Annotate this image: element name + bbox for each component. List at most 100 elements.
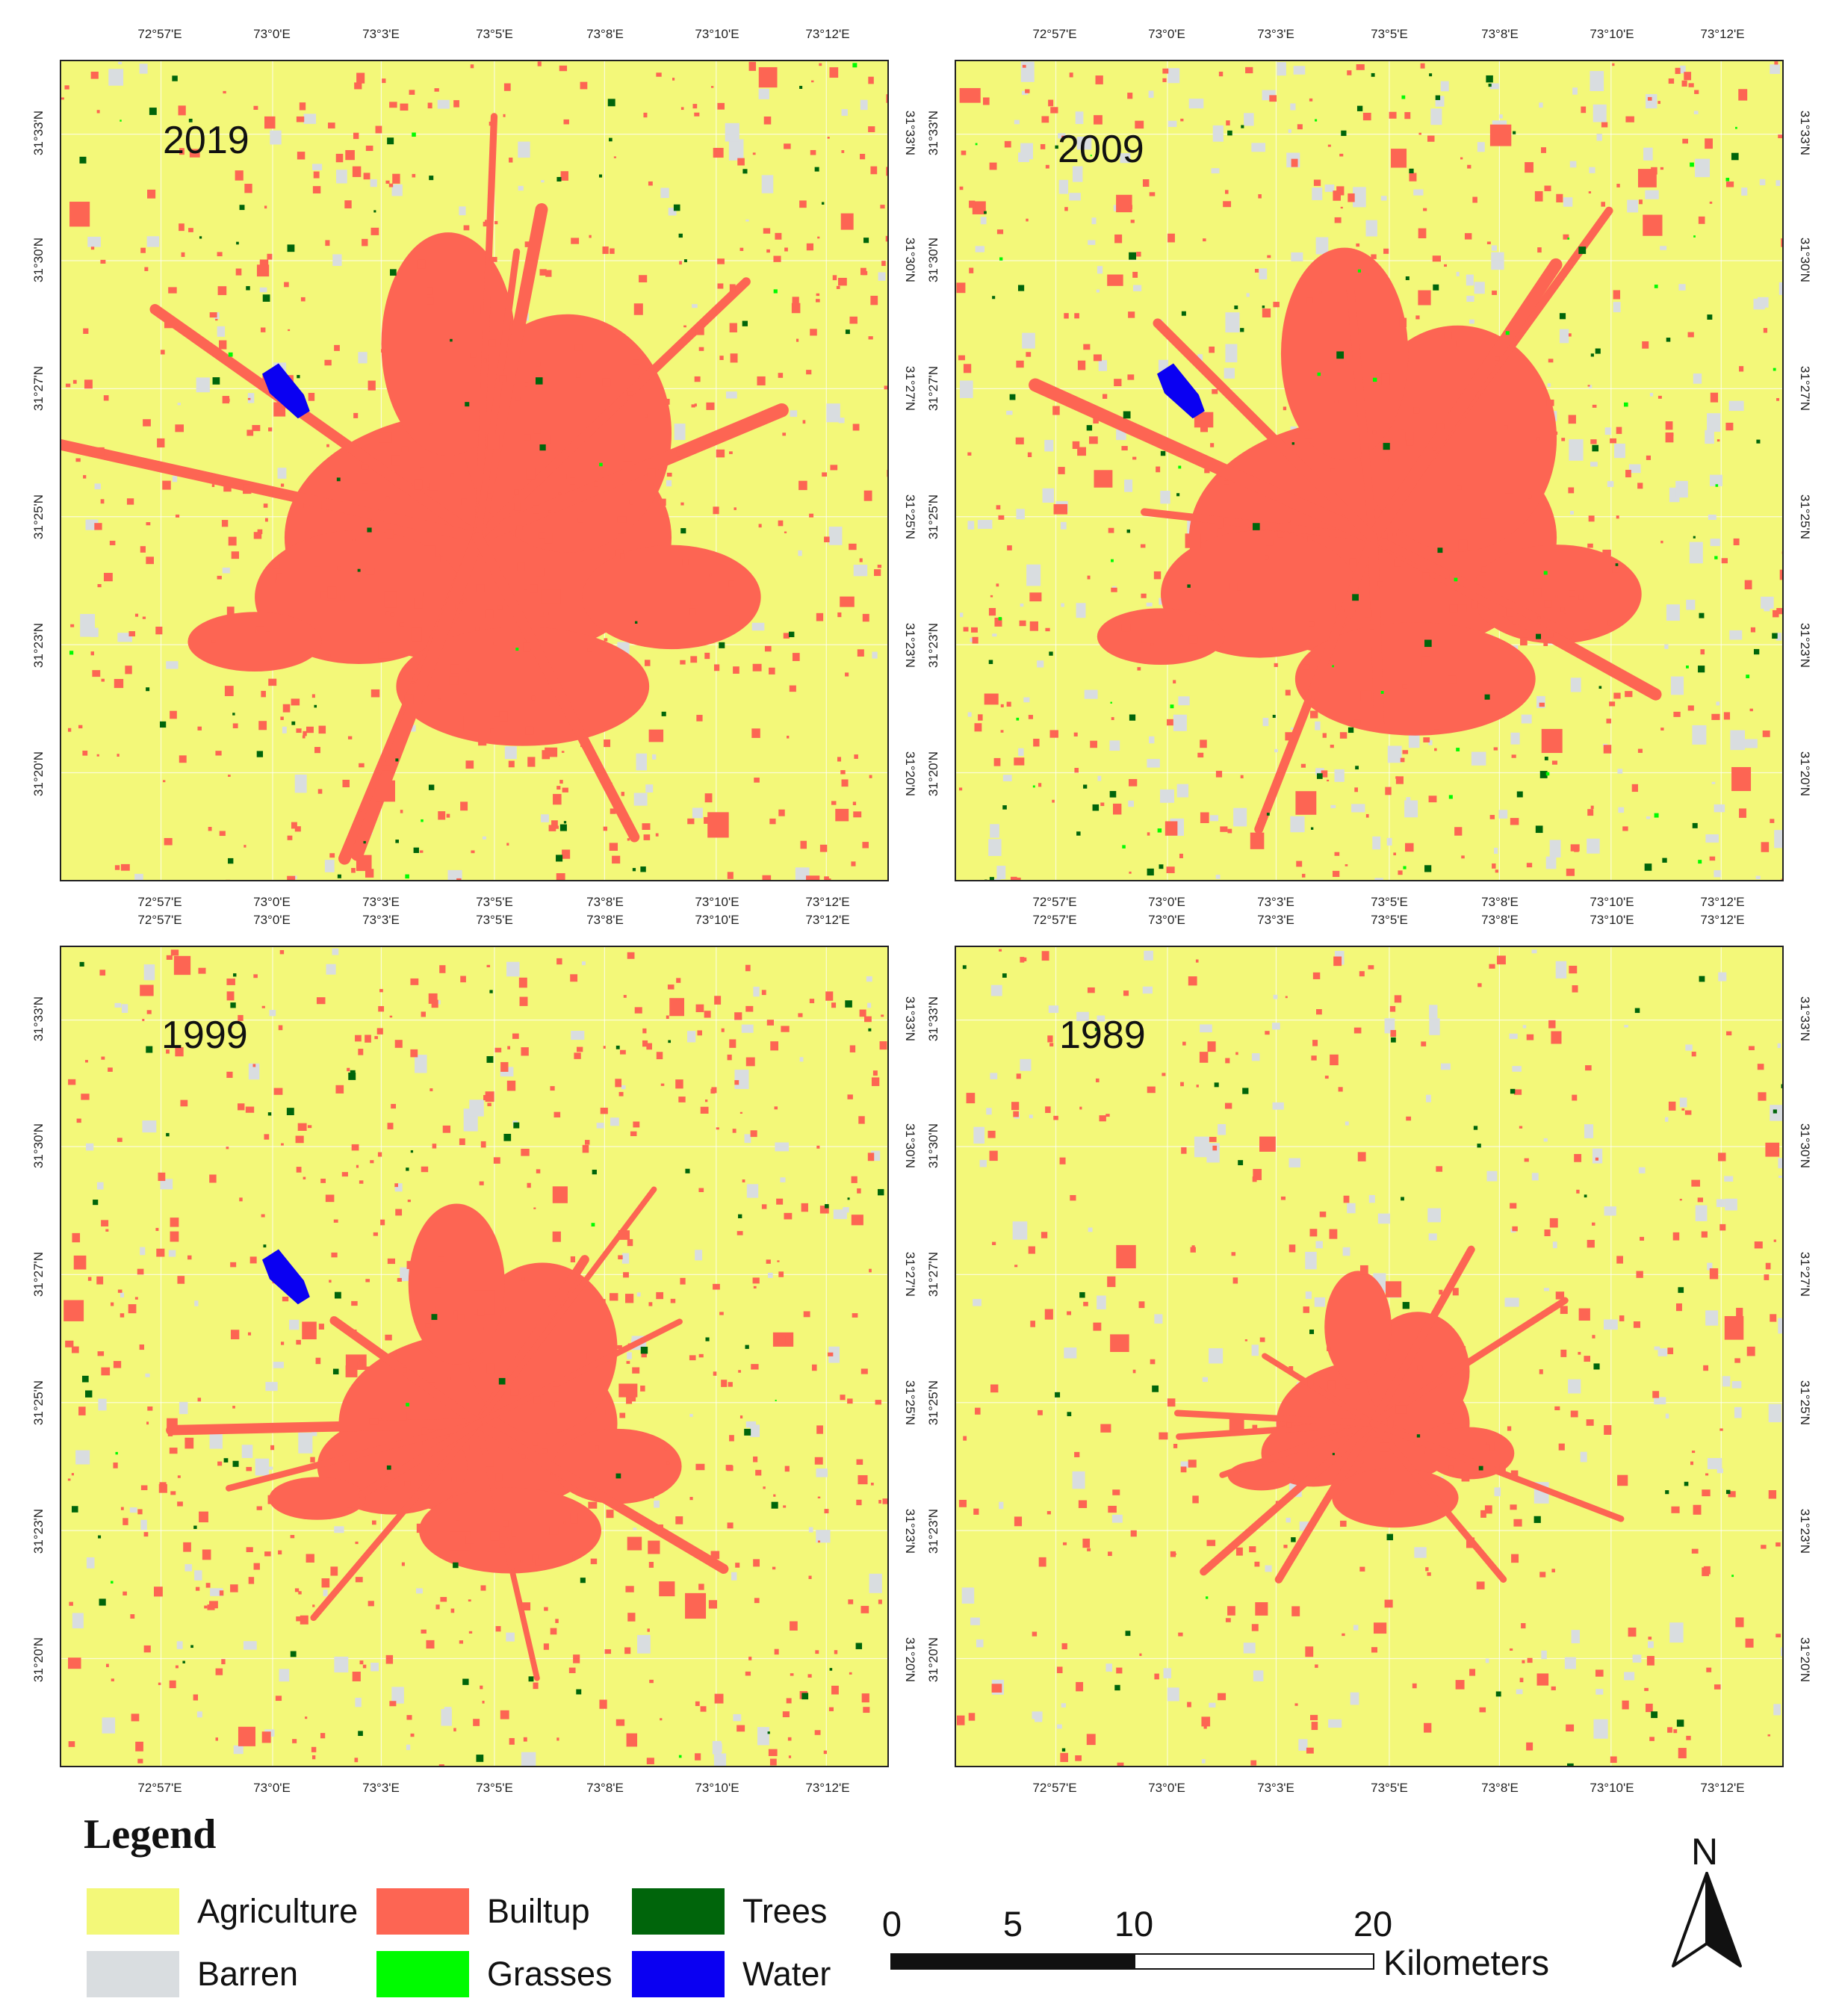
latitude-tick-label: 31°33'N	[1798, 996, 1812, 1042]
builtup-patch	[1044, 1309, 1053, 1320]
builtup-patch	[852, 1313, 858, 1318]
builtup-patch	[1132, 1369, 1136, 1374]
builtup-patch	[1345, 864, 1348, 866]
builtup-patch	[146, 1010, 152, 1014]
barren-patch	[1643, 147, 1653, 161]
builtup-patch	[515, 530, 521, 537]
builtup-patch	[858, 1474, 868, 1485]
barren-patch	[1372, 836, 1381, 850]
builtup-patch	[264, 116, 276, 129]
builtup-patch	[698, 347, 704, 351]
builtup-patch	[1649, 1737, 1655, 1741]
builtup-patch	[1327, 604, 1336, 610]
builtup-patch	[559, 780, 563, 784]
builtup-patch	[1275, 1501, 1281, 1507]
builtup-patch	[280, 1342, 285, 1345]
builtup-patch	[549, 1527, 559, 1535]
trees-patch	[228, 857, 234, 864]
longitude-tick-label: 73°0'E	[253, 27, 291, 41]
trees-patch	[580, 1578, 586, 1584]
trees-patch	[678, 233, 683, 238]
trees-patch	[1291, 442, 1294, 445]
north-arrow-icon	[1672, 1872, 1742, 1967]
builtup-patch	[1285, 689, 1291, 696]
builtup-patch	[1401, 428, 1404, 430]
builtup-patch	[1309, 1229, 1318, 1237]
builtup-patch	[390, 612, 395, 617]
builtup-patch	[1711, 713, 1720, 720]
builtup-patch	[1644, 1687, 1649, 1691]
builtup-patch	[1307, 536, 1312, 542]
builtup-patch	[298, 1591, 302, 1595]
builtup-patch	[385, 1654, 394, 1664]
barren-patch	[1061, 603, 1064, 607]
trees-patch	[1416, 1434, 1421, 1438]
barren-patch	[996, 865, 1006, 879]
builtup-patch	[181, 252, 185, 257]
builtup-patch	[1716, 439, 1720, 442]
builtup-patch	[1203, 1725, 1207, 1729]
builtup-patch	[175, 1047, 184, 1057]
builtup-patch	[1570, 844, 1580, 852]
builtup-patch	[109, 540, 116, 545]
builtup-patch	[761, 990, 766, 996]
barren-patch	[780, 1177, 786, 1182]
builtup-patch	[294, 826, 301, 832]
builtup-patch	[1067, 1311, 1072, 1315]
builtup-patch	[71, 1346, 79, 1353]
barren-patch	[1097, 775, 1102, 781]
builtup-patch	[1776, 397, 1780, 401]
builtup-patch	[694, 112, 700, 117]
builtup-patch	[549, 1401, 553, 1404]
builtup-patch	[819, 63, 822, 66]
builtup-patch	[849, 316, 858, 324]
builtup-patch	[974, 723, 982, 732]
builtup-patch	[450, 473, 454, 477]
builtup-patch	[84, 379, 93, 389]
builtup-patch	[1675, 1303, 1682, 1312]
builtup-patch	[1381, 533, 1388, 539]
barren-patch	[1638, 1167, 1646, 1173]
builtup-patch	[560, 171, 568, 181]
builtup-patch	[331, 1513, 335, 1517]
builtup-patch	[480, 1685, 483, 1690]
builtup-patch	[1770, 1314, 1777, 1322]
trees-patch	[428, 784, 435, 790]
builtup-patch	[282, 704, 291, 713]
barren-patch	[838, 418, 845, 424]
barren-patch	[326, 964, 336, 975]
barren-patch	[1770, 64, 1781, 74]
builtup-patch	[1640, 1236, 1645, 1241]
builtup-patch	[524, 434, 531, 441]
latitude-tick-label: 31°27'N	[903, 365, 917, 412]
trees-patch	[1662, 857, 1667, 863]
builtup-corridor	[358, 1419, 483, 1498]
builtup-patch	[1285, 996, 1288, 999]
builtup-patch	[704, 793, 713, 803]
builtup-patch	[465, 1445, 470, 1451]
builtup-patch	[453, 100, 459, 108]
latitude-tick-label: 31°33'N	[926, 110, 940, 156]
builtup-patch	[858, 1116, 865, 1124]
barren-patch	[1180, 1461, 1190, 1468]
builtup-patch	[267, 577, 276, 584]
builtup-patch	[544, 1607, 548, 1611]
builtup-patch	[1725, 422, 1734, 431]
builtup-patch	[1578, 595, 1584, 600]
builtup-patch	[400, 810, 403, 813]
builtup-patch	[253, 1563, 260, 1570]
builtup-patch	[510, 1389, 519, 1396]
builtup-patch	[1345, 1384, 1350, 1389]
builtup-patch	[487, 1102, 491, 1106]
grass-patch	[1380, 690, 1384, 694]
builtup-patch	[167, 1418, 178, 1430]
builtup-patch	[1536, 437, 1540, 441]
barren-patch	[1244, 113, 1254, 126]
barren-patch	[332, 948, 339, 955]
builtup-patch	[700, 1106, 709, 1114]
barren-patch	[1178, 696, 1190, 706]
builtup-corridor	[1368, 1245, 1475, 1427]
barren-patch	[1657, 1348, 1668, 1356]
builtup-patch	[556, 873, 565, 880]
builtup-patch	[1546, 400, 1554, 406]
